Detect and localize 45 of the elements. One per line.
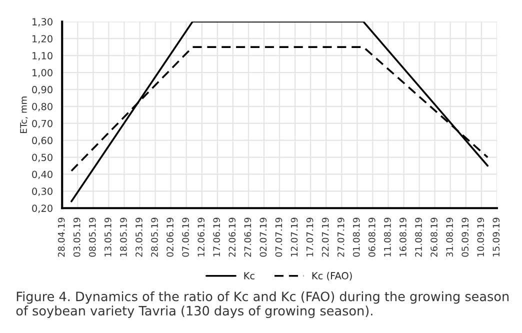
x-tick-label: 17.06.19	[213, 218, 220, 256]
x-tick-label: 13.05.19	[104, 218, 112, 256]
x-tick-label: 31.08.19	[446, 218, 453, 257]
x-tick-label: 26.08.19	[430, 218, 438, 257]
x-tick-label: 27.06.19	[244, 218, 252, 257]
y-tick-label: 1,00	[32, 68, 52, 78]
y-tick-label: 0,80	[32, 102, 52, 112]
x-tick-label: 02.06.19	[166, 218, 174, 257]
y-tick-label: 1,10	[32, 52, 52, 60]
y-tick-label: 0,30	[32, 188, 52, 196]
y-tick-label: 0,60	[32, 136, 52, 146]
x-tick-label: 12.07.19	[290, 218, 298, 256]
x-tick-label: 08.05.19	[88, 218, 96, 257]
x-tick-label: 22.07.19	[322, 218, 329, 257]
x-tick-label: 23.05.19	[136, 218, 142, 257]
x-tick-label: 05.09.19	[462, 218, 469, 257]
y-tick-label: 0,40	[32, 170, 52, 180]
x-tick-label: 06.08.19	[368, 218, 376, 257]
x-tick-label: 28.05.19	[151, 218, 158, 257]
x-tick-label: 01.08.19	[352, 218, 360, 257]
y-axis-title: ETc, mm	[20, 96, 28, 133]
legend-label: Kc	[244, 272, 254, 280]
x-tick-label: 03.05.19	[73, 218, 80, 257]
y-tick-label: 0,90	[32, 86, 52, 94]
legend-label: Kc (FAO)	[312, 272, 352, 281]
x-tick-label: 28.04.19	[58, 218, 65, 257]
x-tick-label: 12.06.19	[198, 218, 205, 256]
x-tick-label: 02.07.19	[260, 218, 267, 257]
y-tick-label: 0,50	[32, 154, 52, 162]
x-tick-label: 15.09.19	[492, 218, 500, 256]
x-tick-label: 18.05.19	[120, 218, 127, 256]
x-tick-label: 27.07.19	[337, 218, 344, 257]
y-tick-label: 1,30	[32, 18, 52, 26]
x-tick-label: 07.07.19	[275, 218, 282, 257]
x-tick-label: 17.07.19	[306, 218, 314, 256]
x-tick-label: 22.06.19	[228, 218, 236, 257]
x-tick-label: 16.08.19	[400, 218, 406, 256]
x-tick-label: 11.08.19	[384, 218, 391, 256]
x-tick-label: 10.09.19	[477, 218, 484, 256]
y-tick-label: 1,20	[32, 35, 52, 44]
x-tick-label: 21.08.19	[415, 218, 422, 257]
y-tick-label: 0,20	[32, 204, 52, 213]
y-tick-label: 0,70	[32, 120, 52, 128]
x-tick-label: 07.06.19	[182, 218, 189, 257]
caption: Figure 4. Dynamics of the ratio of Kc and Kc (FAO) during the growing season of soybean variety Tavria (130 days of growing season).	[16, 291, 509, 318]
